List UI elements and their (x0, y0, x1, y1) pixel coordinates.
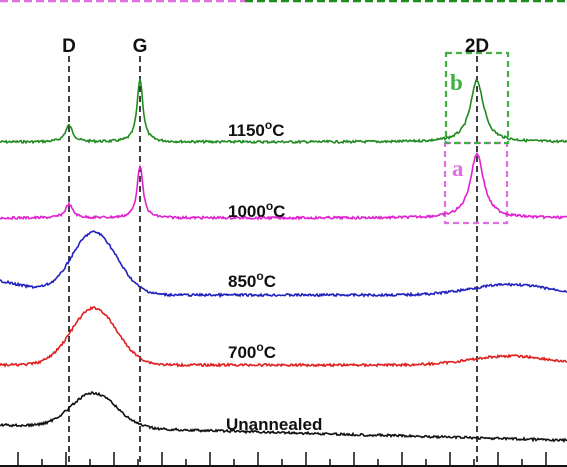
series-label: 850oC (228, 269, 276, 291)
highlight-boxes (443, 51, 510, 225)
series-label: Unannealed (226, 415, 322, 434)
series-label: 1150oC (228, 118, 285, 140)
series-label: 700oC (228, 340, 276, 362)
chart-labels: D G 2D 1150oC 1000oC 850oC 700oC Unannealed a b (62, 36, 489, 434)
series-line (0, 152, 567, 221)
series-label: 1000oC (228, 199, 285, 221)
highlight-box-b (444, 51, 510, 145)
peak-reference-lines (68, 56, 478, 462)
spectra-curves (0, 78, 567, 444)
series-line (0, 390, 567, 444)
peak-label-g: G (133, 36, 148, 57)
box-label-b: b (450, 70, 463, 95)
peak-label-2d: 2D (465, 36, 489, 57)
peak-label-d: D (62, 36, 76, 57)
box-label-a: a (452, 156, 464, 181)
series-line (0, 78, 567, 145)
series-line (0, 230, 567, 299)
series-line (0, 305, 567, 368)
